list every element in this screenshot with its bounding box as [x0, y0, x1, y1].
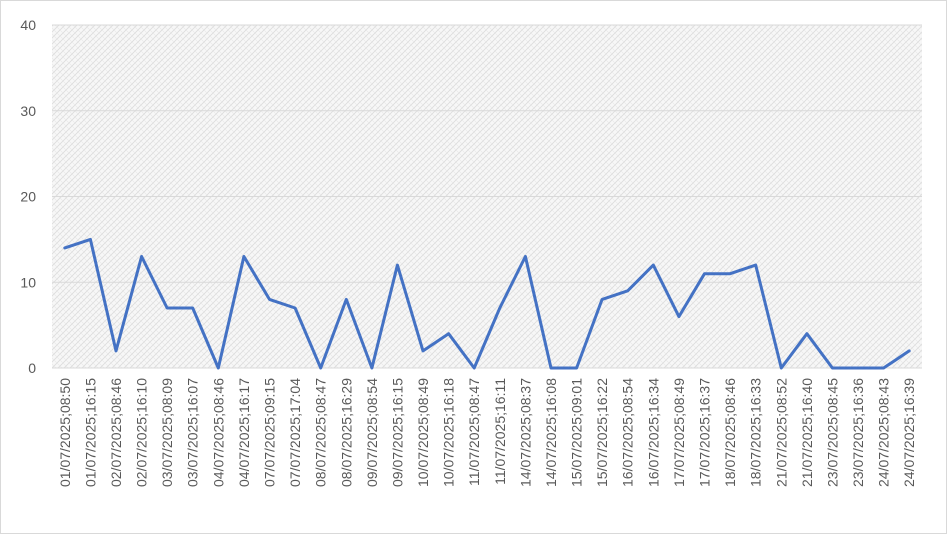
x-tick-label: 17/07/2025;08:49	[671, 378, 687, 487]
x-tick-label: 10/07/2025;08:49	[415, 378, 431, 487]
x-tick-label: 03/07/2025;08:09	[159, 378, 175, 487]
x-tick-label: 08/07/2025;08:47	[313, 378, 329, 487]
x-tick-label: 09/07/2025;16:15	[389, 378, 405, 487]
x-tick-label: 18/07/2025;08:46	[722, 378, 738, 487]
x-tick-label: 16/07/2025;16:34	[645, 378, 661, 487]
x-tick-label: 23/07/2025;08:45	[824, 378, 840, 487]
data-line	[63, 237, 911, 370]
y-tick-label: 40	[20, 17, 36, 33]
x-tick-label: 17/07/2025;16:37	[697, 378, 713, 487]
x-tick-label: 04/07/2025;08:46	[210, 378, 226, 487]
x-tick-label: 07/07/2025;17:04	[287, 378, 303, 487]
x-tick-label: 02/07/2025;08:46	[108, 378, 124, 487]
x-tick-label: 21/07/2025;08:52	[773, 378, 789, 487]
x-tick-label: 08/07/2025;16:29	[338, 378, 354, 487]
x-tick-label: 02/07/2025;16:10	[134, 378, 150, 487]
x-tick-label: 24/07/2025;08:43	[876, 378, 892, 487]
y-tick-label: 20	[20, 189, 36, 205]
x-tick-label: 15/07/2025;16:22	[594, 378, 610, 487]
x-tick-label: 01/07/2025;08:50	[57, 378, 73, 487]
x-tick-label: 07/07/2025;09:15	[262, 378, 278, 487]
x-tick-label: 14/07/2025;16:08	[543, 378, 559, 487]
x-tick-label: 10/07/2025;16:18	[441, 378, 457, 487]
x-tick-label: 14/07/2025;08:37	[517, 378, 533, 487]
x-tick-label: 03/07/2025;16:07	[185, 378, 201, 487]
x-tick-label: 01/07/2025;16:15	[82, 378, 98, 487]
y-tick-label: 10	[20, 274, 36, 290]
x-tick-label: 21/07/2025;16:40	[799, 378, 815, 487]
y-tick-label: 0	[28, 360, 36, 376]
x-tick-label: 11/07/2025;08:47	[466, 378, 482, 486]
x-tick-label: 09/07/2025;08:54	[364, 378, 380, 487]
x-tick-label: 23/07/2025;16:36	[850, 378, 866, 487]
x-tick-label: 24/07/2025;16:39	[901, 378, 917, 487]
x-tick-label: 18/07/2025;16:33	[748, 378, 764, 487]
x-tick-label: 11/07/2025;16:11	[492, 378, 508, 485]
x-tick-label: 15/07/2025;09:01	[569, 378, 585, 487]
y-tick-label: 30	[20, 103, 36, 119]
x-tick-label: 16/07/2025;08:54	[620, 378, 636, 487]
x-tick-label: 04/07/2025;16:17	[236, 378, 252, 487]
